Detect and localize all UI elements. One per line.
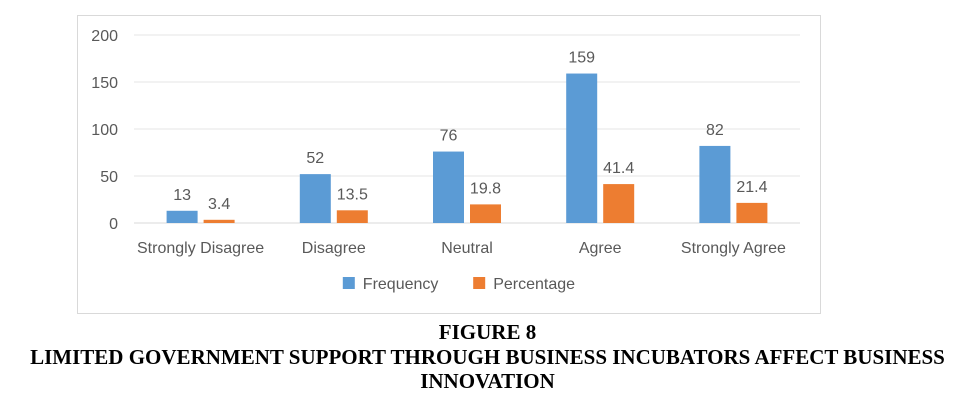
chart-frame: 0 50 100 150 200 13 3.4 Strongly Disagree 52 13.5… [77, 15, 821, 314]
data-label-frequency-4: 82 [706, 122, 724, 139]
bar-percentage-1 [336, 210, 368, 223]
figure-label: FIGURE 8 [438, 320, 537, 344]
x-tick-label-3: Agree [579, 240, 622, 257]
data-label-frequency-0: 13 [173, 187, 191, 204]
data-label-percentage-2: 19.8 [470, 180, 501, 197]
data-label-percentage-0: 3.4 [208, 196, 230, 213]
bar-frequency-1 [299, 174, 331, 223]
x-tick-label-0: Strongly Disagree [137, 240, 264, 257]
bar-percentage-4 [736, 202, 768, 223]
x-tick-label-4: Strongly Agree [681, 240, 786, 257]
bar-frequency-0 [166, 210, 198, 223]
y-tick-label-50: 50 [100, 169, 118, 186]
bar-chart: 0 50 100 150 200 13 3.4 Strongly Disagree 52 13.5… [91, 28, 800, 293]
data-label-frequency-1: 52 [306, 150, 324, 167]
data-label-percentage-3: 41.4 [603, 160, 634, 177]
legend-swatch-frequency [342, 277, 355, 289]
legend-swatch-percentage [473, 277, 486, 289]
bar-percentage-2 [470, 204, 501, 223]
data-label-percentage-1: 13.5 [337, 186, 368, 203]
bar-frequency-2 [433, 151, 464, 223]
bar-percentage-3 [603, 184, 635, 223]
x-tick-label-1: Disagree [302, 240, 366, 257]
x-tick-label-2: Neutral [441, 240, 493, 257]
figure-title: LIMITED GOVERNMENT SUPPORT THROUGH BUSIN… [30, 345, 945, 393]
y-tick-label-200: 200 [91, 28, 118, 45]
legend-label-percentage: Percentage [493, 276, 575, 293]
y-tick-label-100: 100 [91, 122, 118, 139]
data-label-percentage-4: 21.4 [736, 179, 767, 196]
data-label-frequency-2: 76 [440, 128, 458, 145]
y-tick-label-0: 0 [109, 216, 118, 233]
y-tick-label-150: 150 [91, 75, 118, 92]
bar-percentage-0 [203, 219, 235, 223]
bar-frequency-3 [566, 73, 598, 223]
data-label-frequency-3: 159 [568, 50, 595, 67]
legend-label-frequency: Frequency [363, 276, 439, 293]
bar-frequency-4 [699, 145, 731, 223]
